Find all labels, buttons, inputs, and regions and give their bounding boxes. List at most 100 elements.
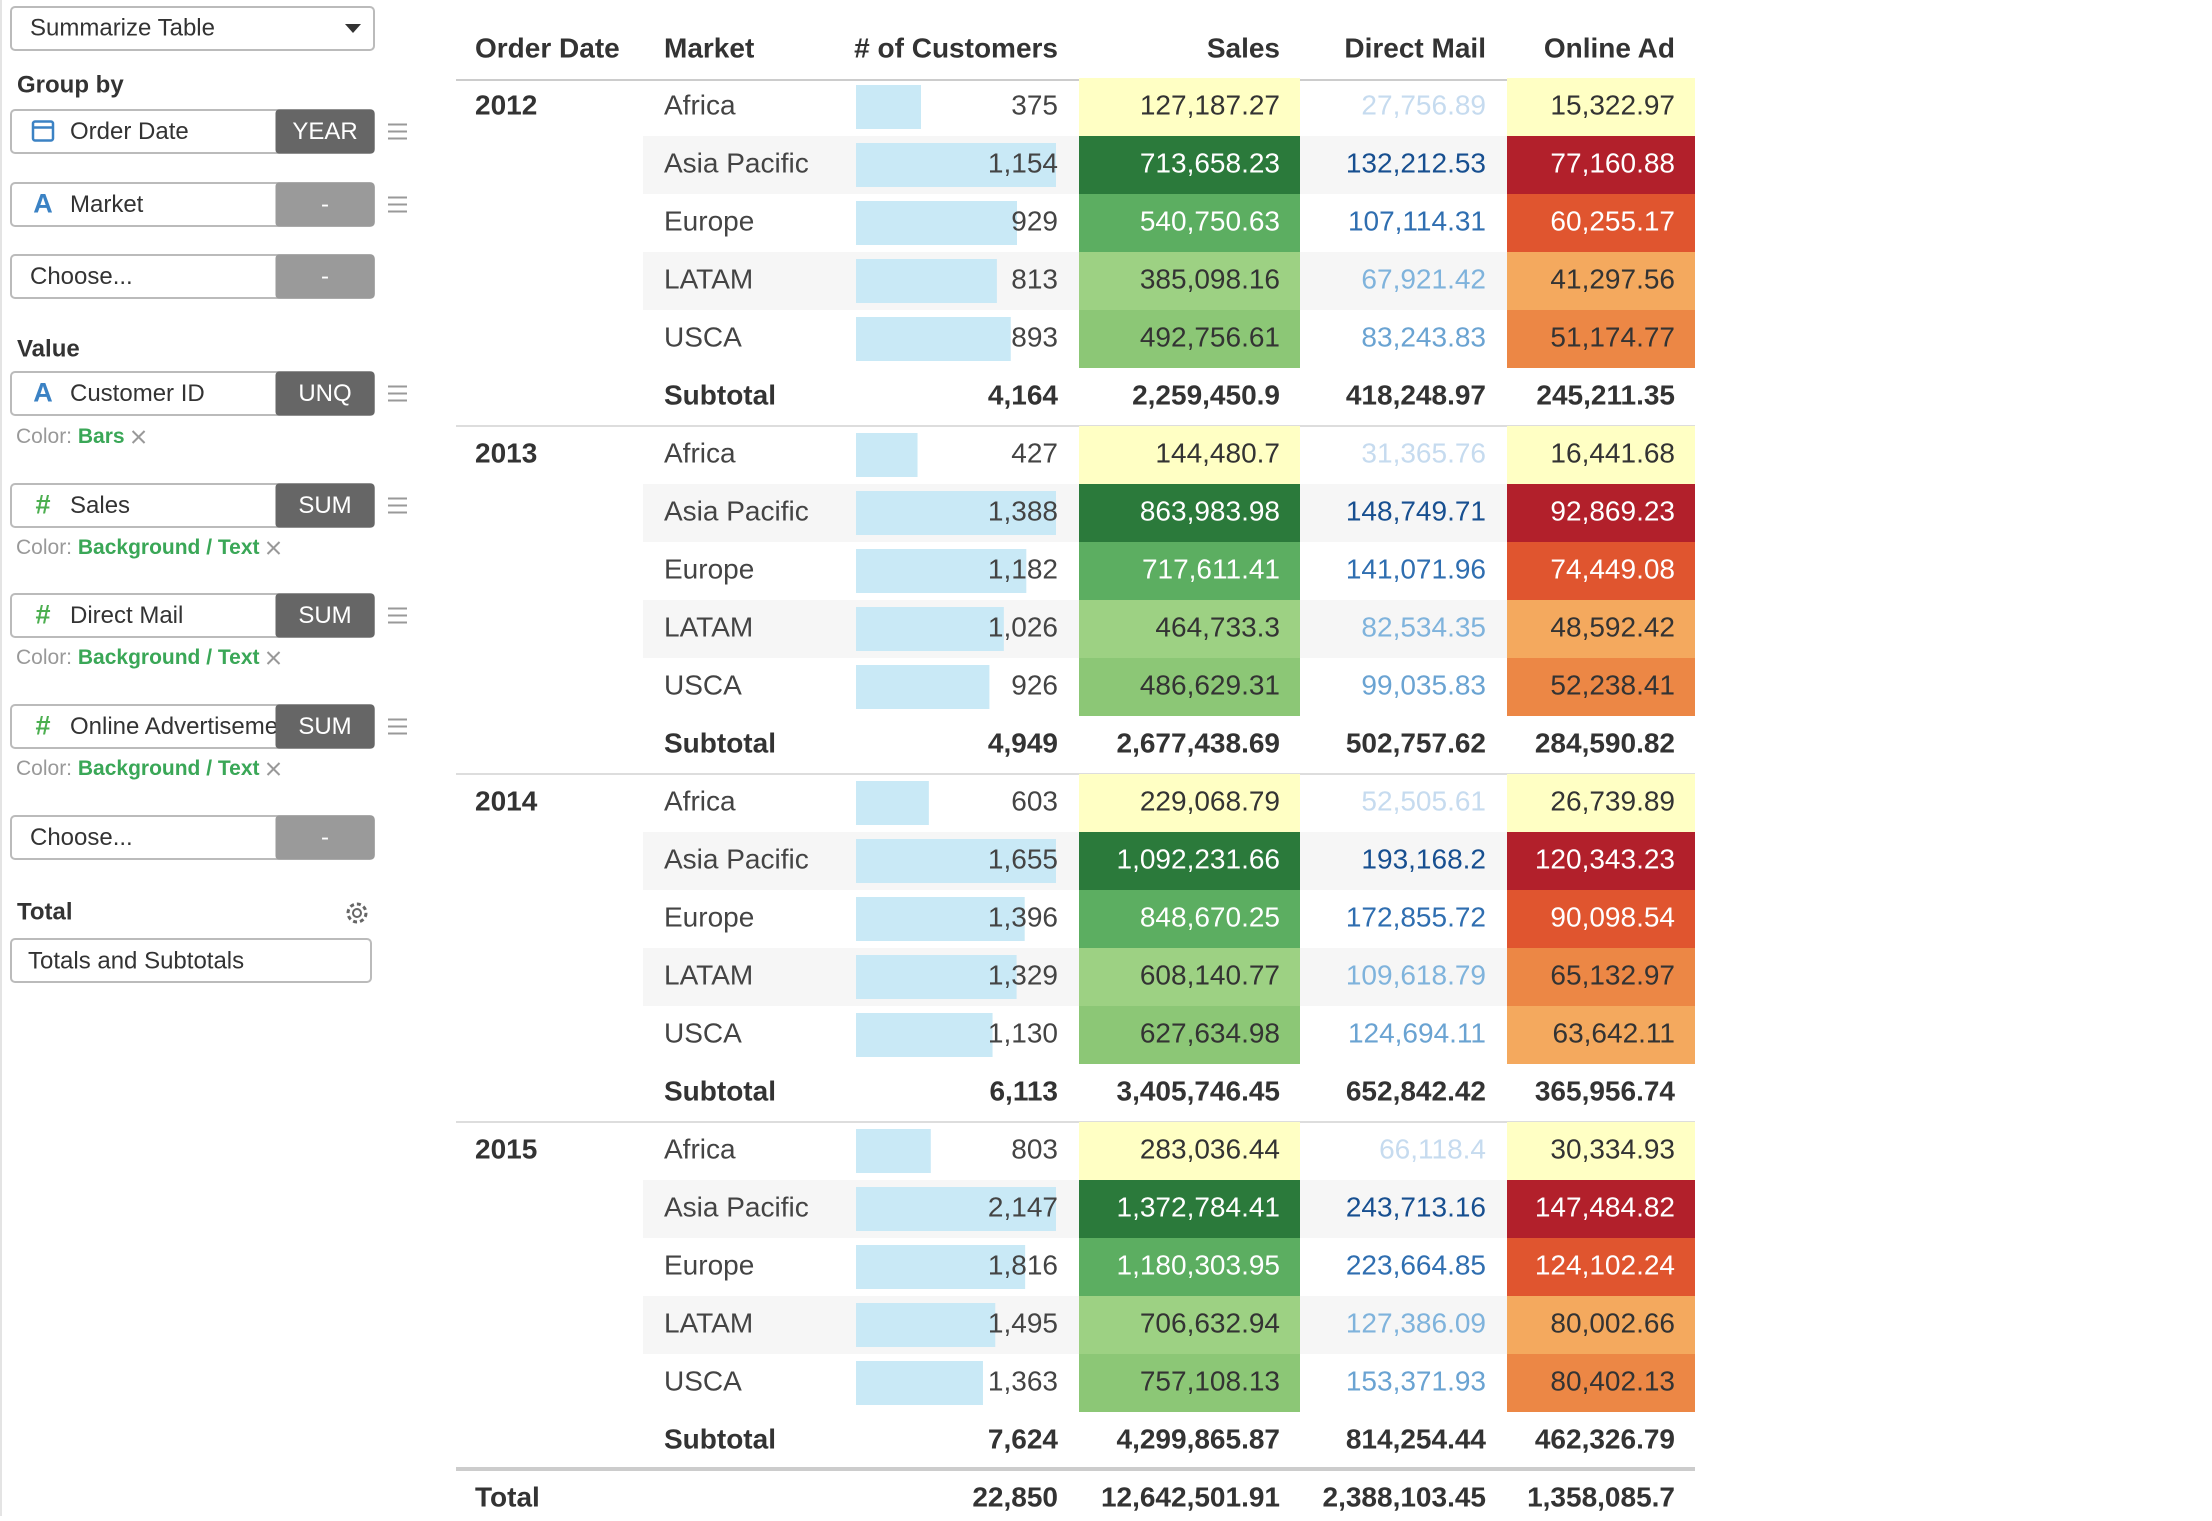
customer-count: 603	[1011, 785, 1058, 816]
market: LATAM	[664, 611, 753, 642]
customer-bar	[856, 491, 1056, 535]
color-label: Color:	[16, 757, 72, 780]
direct-mail-value: 193,168.2	[1361, 843, 1486, 874]
heat-cell	[1507, 600, 1695, 658]
sales-value: 717,611.41	[1142, 553, 1280, 584]
online-ad-value: 147,484.82	[1535, 1191, 1675, 1222]
market: Europe	[664, 205, 754, 236]
settings-icon[interactable]	[346, 902, 368, 924]
remove-color[interactable]	[266, 651, 281, 665]
total-select[interactable]	[10, 938, 372, 983]
subtotal-customers: 6,113	[989, 1075, 1058, 1106]
heat-cell	[1507, 1354, 1695, 1412]
market: Africa	[664, 1133, 736, 1164]
direct-mail-value: 172,855.72	[1346, 901, 1486, 932]
heat-cell	[1507, 774, 1695, 832]
direct-mail-value: 127,386.09	[1346, 1307, 1486, 1338]
color-label: Color:	[16, 536, 72, 559]
heat-cell	[1079, 310, 1300, 368]
section-title: Group by	[17, 71, 124, 98]
aggregation-button[interactable]	[275, 704, 375, 749]
heat-cell	[1507, 542, 1695, 600]
heat-cell	[1507, 1006, 1695, 1064]
color-mode[interactable]: Background / Text	[78, 536, 260, 559]
remove-color[interactable]	[131, 430, 146, 444]
field-name: Market	[70, 191, 144, 218]
direct-mail-value: 148,749.71	[1346, 495, 1486, 526]
remove-color[interactable]	[266, 541, 281, 555]
aggregation-button[interactable]	[275, 483, 375, 528]
dropdown[interactable]	[10, 6, 375, 51]
sales-value: 706,632.94	[1140, 1307, 1280, 1338]
direct-mail-value: 132,212.53	[1346, 147, 1486, 178]
market: Asia Pacific	[664, 147, 809, 178]
aggregation-label: -	[321, 191, 329, 218]
color-mode[interactable]: Bars	[78, 425, 125, 448]
heat-cell	[1079, 948, 1300, 1006]
customer-bar	[856, 433, 918, 477]
aggregation-button[interactable]	[275, 182, 375, 227]
direct-mail-value: 243,713.16	[1346, 1191, 1486, 1222]
market: LATAM	[664, 263, 753, 294]
remove-color[interactable]	[266, 762, 281, 776]
color-setting: Color: Background / Text	[16, 757, 260, 780]
customer-count: 929	[1011, 205, 1058, 236]
market: Europe	[664, 1249, 754, 1280]
direct-mail-value: 141,071.96	[1346, 553, 1486, 584]
subtotal-direct-mail: 418,248.97	[1346, 379, 1486, 410]
subtotal-sales: 3,405,746.45	[1117, 1075, 1281, 1106]
color-mode[interactable]: Background / Text	[78, 757, 260, 780]
calendar-icon	[31, 120, 55, 142]
customer-bar	[856, 549, 1027, 593]
heat-cell	[1079, 1006, 1300, 1064]
customer-count: 1,182	[988, 553, 1058, 584]
online-ad-value: 52,238.41	[1550, 669, 1675, 700]
column-header: Order Date	[475, 32, 620, 63]
field-name: Order Date	[70, 118, 189, 145]
color-setting: Color: Background / Text	[16, 536, 260, 559]
column-header: Sales	[1207, 32, 1280, 63]
heat-cell	[1079, 774, 1300, 832]
heat-cell	[1507, 1180, 1695, 1238]
heat-cell	[1507, 890, 1695, 948]
customer-count: 2,147	[988, 1191, 1058, 1222]
color-mode[interactable]: Background / Text	[78, 646, 260, 669]
aggregation-label: -	[321, 263, 329, 290]
heat-cell	[1079, 426, 1300, 484]
online-ad-value: 48,592.42	[1550, 611, 1675, 642]
market: USCA	[664, 1365, 742, 1396]
customer-bar	[856, 955, 1017, 999]
customer-bar	[856, 201, 1018, 245]
aggregation-button[interactable]	[275, 371, 375, 416]
customer-bar	[856, 143, 1056, 187]
sales-value: 540,750.63	[1140, 205, 1280, 236]
aggregation-button[interactable]	[275, 109, 375, 154]
online-ad-value: 41,297.56	[1550, 263, 1675, 294]
sales-value: 283,036.44	[1140, 1133, 1280, 1164]
column-header: Online Ad	[1544, 32, 1675, 63]
field-icon: A	[33, 189, 53, 219]
direct-mail-value: 31,365.76	[1361, 437, 1486, 468]
aggregation-button[interactable]	[275, 815, 375, 860]
direct-mail-value: 153,371.93	[1346, 1365, 1486, 1396]
heat-cell	[1079, 78, 1300, 136]
subtotal-online-ad: 245,211.35	[1536, 379, 1675, 410]
customer-count: 1,329	[988, 959, 1058, 990]
field-icon: #	[35, 490, 50, 520]
subtotal-direct-mail: 814,254.44	[1346, 1423, 1487, 1454]
online-ad-value: 92,869.23	[1550, 495, 1675, 526]
aggregation-button[interactable]	[275, 593, 375, 638]
dropdown-caret	[345, 24, 361, 33]
customer-count: 1,363	[988, 1365, 1058, 1396]
sales-value: 1,092,231.66	[1117, 843, 1281, 874]
online-ad-value: 51,174.77	[1550, 321, 1675, 352]
online-ad-value: 120,343.23	[1535, 843, 1675, 874]
aggregation-button[interactable]	[275, 254, 375, 299]
field-name: Online Advertisement	[70, 713, 298, 740]
customer-count: 803	[1011, 1133, 1058, 1164]
direct-mail-value: 99,035.83	[1361, 669, 1486, 700]
customer-count: 427	[1011, 437, 1058, 468]
customer-count: 1,816	[988, 1249, 1058, 1280]
market: USCA	[664, 321, 742, 352]
customer-bar	[856, 317, 1011, 361]
